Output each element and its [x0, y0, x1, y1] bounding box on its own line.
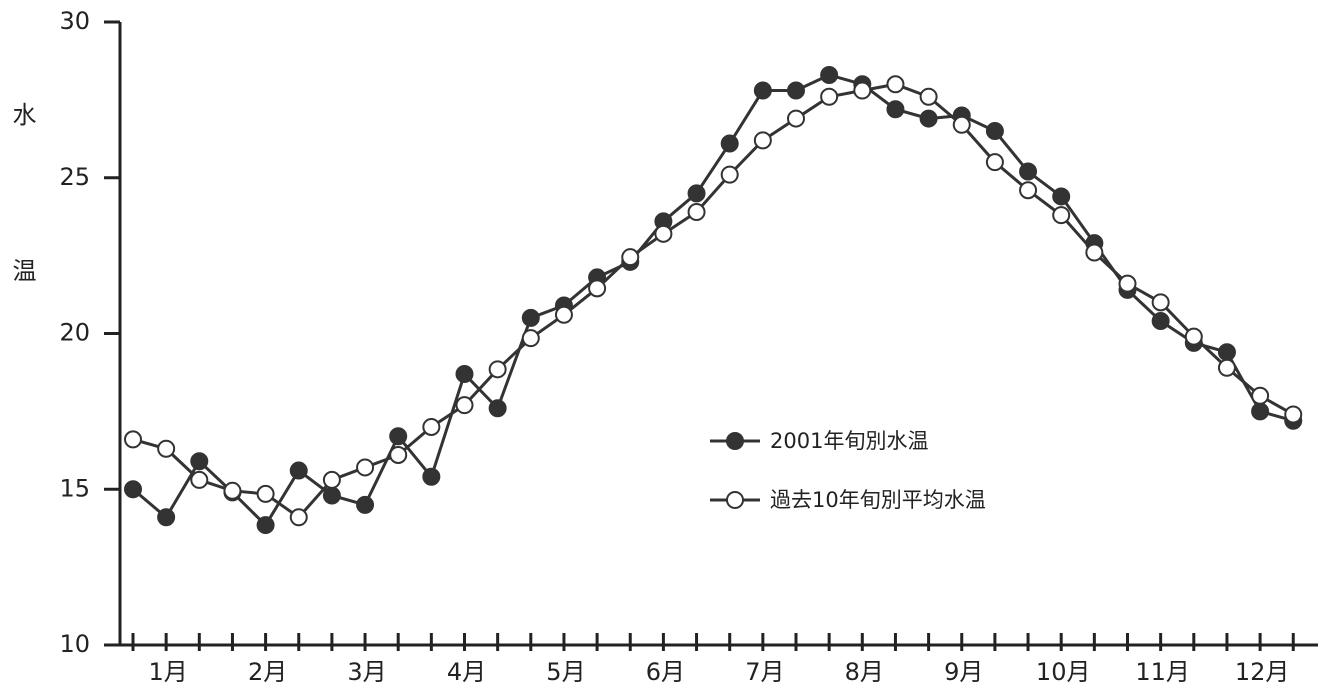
data-point	[389, 445, 408, 464]
data-point	[356, 495, 375, 514]
data-point	[256, 516, 275, 535]
data-point	[1151, 293, 1170, 312]
x-tick-label: 8月	[845, 658, 884, 686]
y-tick-label: 15	[59, 474, 90, 502]
data-point	[322, 486, 341, 505]
data-point	[157, 439, 176, 458]
data-point	[919, 109, 938, 128]
data-point	[1184, 327, 1203, 346]
data-point	[455, 396, 474, 415]
data-point	[124, 430, 142, 449]
series-line	[132, 73, 1294, 528]
data-point	[356, 458, 375, 477]
data-point	[621, 248, 640, 267]
data-point	[1052, 206, 1071, 225]
data-point	[1019, 181, 1038, 200]
x-tick-label: 2月	[248, 658, 287, 686]
data-point	[886, 100, 905, 119]
data-point	[488, 360, 507, 379]
data-point	[687, 203, 706, 222]
data-point	[223, 481, 242, 500]
series-line	[132, 82, 1294, 520]
data-point	[1118, 274, 1137, 293]
data-point	[190, 470, 209, 489]
data-point	[753, 81, 772, 100]
data-point	[1251, 386, 1270, 405]
data-point	[1052, 187, 1071, 206]
x-tick-label: 7月	[745, 658, 784, 686]
data-point	[787, 81, 805, 100]
x-tick-label: 1月	[149, 658, 188, 686]
data-point	[422, 467, 441, 486]
data-point	[1217, 358, 1236, 377]
x-tick-label: 5月	[546, 658, 585, 686]
data-point	[919, 87, 938, 106]
data-point	[588, 279, 607, 298]
data-point	[720, 165, 739, 184]
data-point	[190, 452, 209, 471]
data-point	[820, 87, 839, 106]
x-tick-label: 6月	[646, 658, 685, 686]
data-point	[820, 65, 839, 84]
y-tick-label: 25	[59, 163, 90, 191]
data-point	[753, 131, 772, 150]
data-point	[157, 508, 176, 527]
y-tick-label: 10	[59, 630, 90, 658]
x-tick-label: 11月	[1135, 658, 1190, 686]
data-point	[455, 364, 474, 383]
legend-marker	[726, 432, 744, 450]
x-tick-label: 10月	[1036, 658, 1091, 686]
legend-label: 過去10年旬別平均水温	[770, 488, 986, 512]
data-point	[322, 470, 341, 489]
data-point	[422, 417, 441, 436]
data-point	[1085, 243, 1104, 262]
data-point	[289, 461, 308, 480]
data-point	[687, 184, 706, 203]
x-tick-label: 3月	[347, 658, 386, 686]
data-point	[554, 305, 573, 324]
data-point	[389, 427, 408, 446]
x-tick-label: 12月	[1235, 658, 1290, 686]
data-point	[654, 224, 673, 243]
data-point	[124, 480, 142, 499]
data-point	[985, 122, 1004, 141]
data-point	[1151, 312, 1170, 331]
y-tick-label: 20	[59, 319, 90, 347]
data-point	[1251, 402, 1270, 421]
y-tick-label: 30	[59, 7, 90, 35]
x-tick-label: 4月	[447, 658, 486, 686]
data-point	[787, 109, 805, 128]
data-point	[1019, 162, 1038, 181]
data-point	[720, 134, 739, 153]
data-point	[1217, 343, 1236, 362]
data-point	[289, 508, 308, 527]
y-axis-label: 水温	[8, 102, 36, 414]
data-point	[521, 308, 540, 327]
legend-label: 2001年旬別水温	[770, 429, 928, 453]
data-point	[886, 75, 905, 94]
data-point	[853, 81, 872, 100]
data-point	[488, 399, 507, 418]
x-tick-label: 9月	[944, 658, 983, 686]
legend-marker	[726, 491, 744, 509]
data-point	[952, 115, 971, 134]
data-point	[985, 153, 1004, 172]
data-point	[256, 484, 275, 503]
data-point	[1284, 405, 1303, 424]
data-point	[521, 329, 540, 348]
